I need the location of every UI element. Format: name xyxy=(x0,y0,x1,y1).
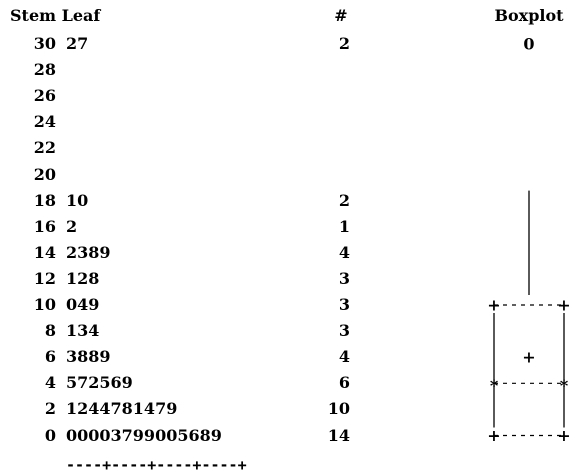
leaf-values: 2389 xyxy=(66,242,111,262)
mean-marker: + xyxy=(522,348,535,367)
stem-value: 16 xyxy=(33,216,56,236)
leaf-values: 049 xyxy=(66,295,100,314)
leaf-axis: ----+----+----+----+ xyxy=(66,456,247,474)
median-marker: * xyxy=(560,376,569,395)
box-corner: + xyxy=(557,426,570,445)
outlier-marker: 0 xyxy=(523,35,534,54)
stem-value: 28 xyxy=(33,60,56,80)
row-count: 3 xyxy=(338,321,350,341)
box-corner: + xyxy=(557,296,570,315)
row-count: 14 xyxy=(327,425,350,445)
row-count: 4 xyxy=(338,242,350,262)
row-count: 10 xyxy=(327,399,350,419)
leaf-values: 134 xyxy=(66,321,100,341)
stem-value: 6 xyxy=(44,347,56,367)
stem-value: 0 xyxy=(44,425,56,445)
stem-value: 22 xyxy=(33,138,56,158)
stem-value: 14 xyxy=(33,242,56,262)
row-count: 3 xyxy=(338,268,350,288)
stem-value: 12 xyxy=(33,268,56,288)
stem-value: 4 xyxy=(44,373,56,393)
row-count: 6 xyxy=(338,373,350,393)
header-count: # xyxy=(334,6,348,25)
leaf-values: 10 xyxy=(66,190,89,210)
stem-value: 18 xyxy=(33,190,56,210)
leaf-values: 00003799005689 xyxy=(66,425,222,445)
stem-value: 2 xyxy=(44,399,56,419)
row-count: 2 xyxy=(338,190,350,210)
leaf-values: 1244781479 xyxy=(66,399,178,419)
row-count: 2 xyxy=(338,34,350,53)
stem-value: 20 xyxy=(33,164,56,184)
row-count: 1 xyxy=(338,216,350,236)
box-corner: + xyxy=(487,296,500,315)
row-count: 3 xyxy=(338,295,350,314)
header-stem-leaf: Stem Leaf xyxy=(10,6,101,25)
leaf-values: 128 xyxy=(66,268,100,288)
leaf-values: 2 xyxy=(66,216,78,236)
stem-value: 30 xyxy=(33,34,56,53)
stem-value: 8 xyxy=(44,321,56,341)
leaf-values: 3889 xyxy=(66,347,111,367)
leaf-values: 27 xyxy=(66,34,89,53)
stem-value: 24 xyxy=(33,112,56,132)
header-boxplot: Boxplot xyxy=(494,6,564,25)
stem-value: 26 xyxy=(33,86,56,106)
stem-value: 10 xyxy=(33,295,56,314)
box-corner: + xyxy=(487,426,500,445)
leaf-values: 572569 xyxy=(66,373,133,393)
row-count: 4 xyxy=(338,347,350,367)
median-marker: * xyxy=(490,376,499,395)
